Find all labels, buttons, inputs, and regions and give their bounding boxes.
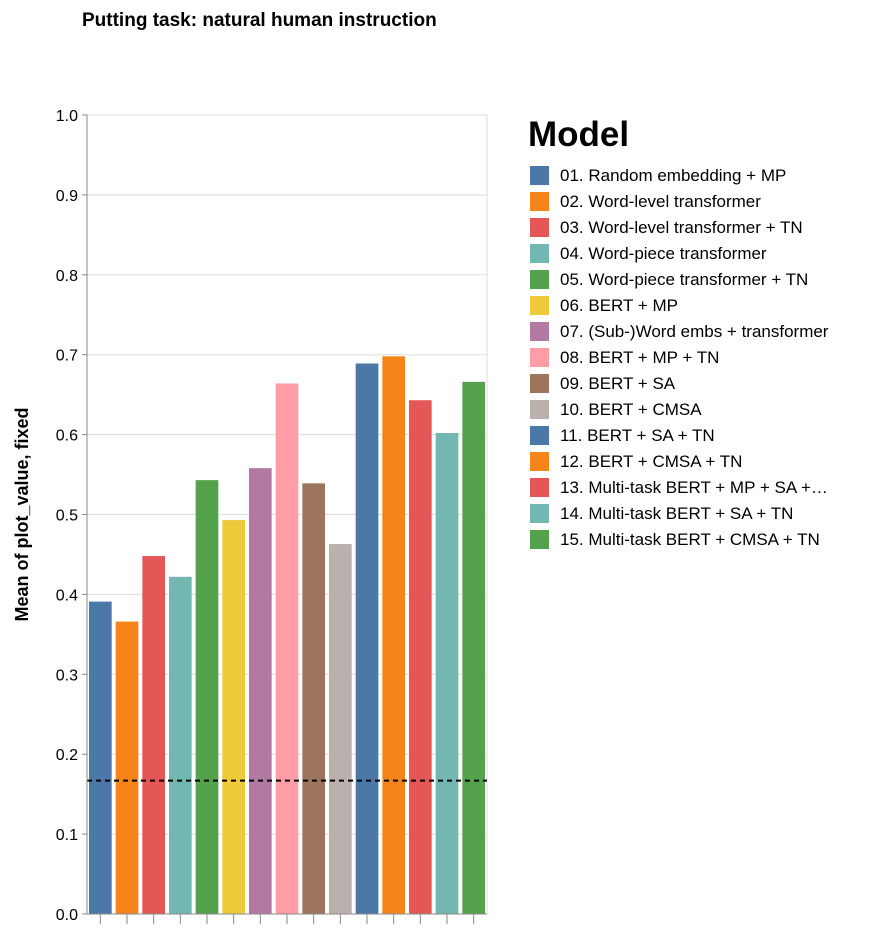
- legend-swatch: [530, 426, 549, 445]
- legend-swatch: [530, 452, 549, 471]
- y-tick-label: 0.9: [56, 188, 78, 205]
- legend-label: 02. Word-level transformer: [560, 192, 761, 211]
- x-axis: [87, 913, 487, 924]
- bar: [435, 433, 459, 914]
- legend-swatch: [530, 244, 549, 263]
- bar: [382, 356, 405, 915]
- y-tick-label: 0.8: [56, 268, 78, 285]
- legend-swatch: [530, 166, 549, 185]
- y-tick-label: 0.2: [56, 747, 78, 764]
- y-tick-label: 0.5: [56, 508, 78, 525]
- bar: [355, 363, 379, 914]
- y-tick-label: 0.1: [56, 827, 78, 844]
- legend-swatch: [530, 504, 549, 523]
- legend-swatch: [530, 400, 549, 419]
- legend-swatch: [530, 296, 549, 315]
- bar: [89, 601, 112, 914]
- legend-swatch: [530, 270, 549, 289]
- legend-swatch: [530, 530, 549, 549]
- legend-label: 06. BERT + MP: [560, 296, 678, 315]
- legend-label: 07. (Sub-)Word embs + transformer: [560, 322, 829, 341]
- bar: [249, 468, 272, 914]
- bar: [462, 381, 485, 915]
- bar: [329, 544, 352, 914]
- y-tick-label: 0.3: [56, 667, 78, 684]
- bar: [409, 400, 432, 914]
- legend-label: 01. Random embedding + MP: [560, 166, 786, 185]
- legend-label: 09. BERT + SA: [560, 374, 676, 393]
- legend-label: 08. BERT + MP + TN: [560, 348, 719, 367]
- bar: [302, 483, 325, 914]
- legend-swatch: [530, 348, 549, 367]
- y-axis-title: Mean of plot_value, fixed: [12, 407, 32, 621]
- bar: [222, 520, 245, 914]
- bar: [275, 383, 299, 914]
- legend-label: 11. BERT + SA + TN: [560, 426, 715, 445]
- bar: [115, 621, 139, 914]
- chart-title: Putting task: natural human instruction: [82, 10, 437, 31]
- y-axis: 0.0 0.1 0.2 0.3 0.4 0.5 0.6 0.7 0.8 0.9 1.0: [56, 108, 88, 924]
- legend-label: 10. BERT + CMSA: [560, 400, 702, 419]
- legend-label: 12. BERT + CMSA + TN: [560, 452, 742, 471]
- y-tick-label: 1.0: [56, 108, 78, 125]
- legend: Model 01. Random embedding + MP 02. Word-…: [528, 115, 829, 549]
- bar: [142, 556, 165, 914]
- legend-label: 04. Word-piece transformer: [560, 244, 767, 263]
- legend-swatch: [530, 478, 549, 497]
- legend-label: 14. Multi-task BERT + SA + TN: [560, 504, 793, 523]
- legend-swatch: [530, 374, 549, 393]
- legend-label: 05. Word-piece transformer + TN: [560, 270, 808, 289]
- legend-swatch: [530, 218, 549, 237]
- y-tick-label: 0.0: [56, 907, 78, 924]
- legend-label: 13. Multi-task BERT + MP + SA +…: [560, 478, 828, 497]
- y-tick-label: 0.6: [56, 428, 78, 445]
- y-tick-label: 0.4: [56, 587, 78, 604]
- bar-series: [89, 356, 485, 915]
- legend-swatch: [530, 322, 549, 341]
- legend-swatch: [530, 192, 549, 211]
- bar: [195, 480, 219, 914]
- legend-items: 01. Random embedding + MP 02. Word-level …: [530, 166, 829, 549]
- legend-label: 03. Word-level transformer + TN: [560, 218, 803, 237]
- bar: [169, 576, 192, 914]
- legend-title: Model: [528, 115, 629, 154]
- y-tick-label: 0.7: [56, 348, 78, 365]
- legend-label: 15. Multi-task BERT + CMSA + TN: [560, 530, 820, 549]
